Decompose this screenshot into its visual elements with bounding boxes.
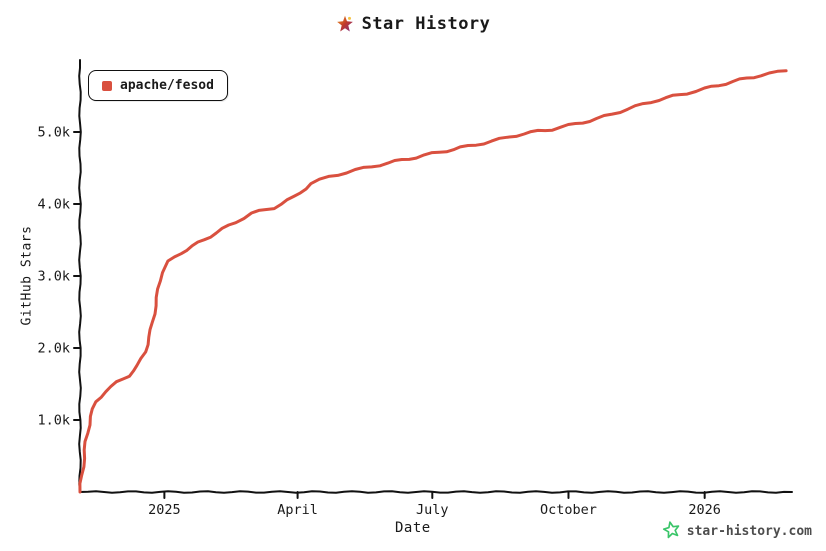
x-tick-label: October — [540, 502, 597, 518]
page-title-text: Star History — [361, 14, 491, 34]
green-star-icon — [662, 520, 681, 543]
star-history-logo-icon — [336, 15, 354, 33]
y-tick-label: 2.0k — [37, 341, 70, 357]
x-tick-label: 2025 — [148, 502, 181, 518]
x-axis — [79, 490, 793, 494]
brand-text: star-history.com — [686, 524, 812, 539]
brand-link[interactable]: star-history.com — [662, 520, 812, 543]
series-line-apache-fesod — [78, 69, 788, 494]
y-tick-label: 3.0k — [37, 269, 70, 285]
page-title: Star History — [0, 14, 826, 34]
x-tick-label: 2026 — [688, 502, 721, 518]
y-tick-label: 4.0k — [37, 197, 70, 213]
legend: apache/fesod — [88, 70, 228, 101]
x-tick-label: July — [416, 502, 449, 518]
legend-swatch — [102, 80, 112, 91]
x-axis-label: Date — [395, 520, 431, 536]
legend-series-label: apache/fesod — [120, 78, 214, 93]
y-tick-label: 1.0k — [37, 413, 70, 429]
y-axis-label: GitHub Stars — [19, 225, 35, 326]
x-tick-label: April — [277, 502, 318, 518]
y-tick-label: 5.0k — [37, 125, 70, 141]
